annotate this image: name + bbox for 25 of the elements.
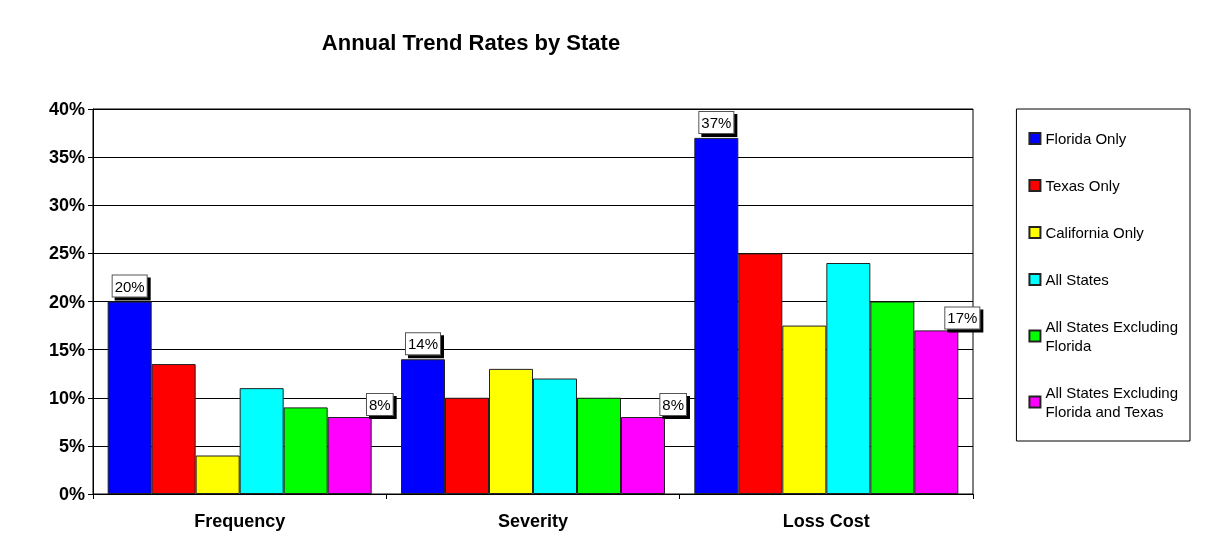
chart-title: Annual Trend Rates by State [321,29,621,55]
data-label: 17% [947,309,978,327]
y-tick-label: 35% [48,147,85,168]
y-tick-label: 5% [58,435,85,456]
y-tick-label: 10% [48,387,85,408]
legend-label: Florida Only [1045,130,1127,147]
y-tick-label: 0% [58,484,85,504]
data-label: 8% [662,396,684,413]
data-label: 20% [114,277,145,295]
x-tick-label: Severity [497,511,569,531]
y-tick-label: 15% [48,339,85,360]
legend-label: California Only [1045,224,1145,241]
y-tick-label: 30% [48,195,85,216]
y-tick-label: 20% [48,291,85,312]
x-tick-label: Frequency [194,511,286,531]
data-label: 14% [407,335,439,353]
data-label: 8% [368,396,391,413]
data-label: 37% [701,113,732,131]
x-tick-label: Loss Cost [782,511,870,531]
legend-label: All States [1045,271,1109,288]
y-tick-label: 40% [48,99,85,119]
legend-label: All States Excluding Florida and Texas [1045,384,1179,420]
legend-label: Texas Only [1045,177,1121,194]
legend-label: All States Excluding Florida [1045,318,1179,354]
y-tick-label: 25% [48,243,85,264]
